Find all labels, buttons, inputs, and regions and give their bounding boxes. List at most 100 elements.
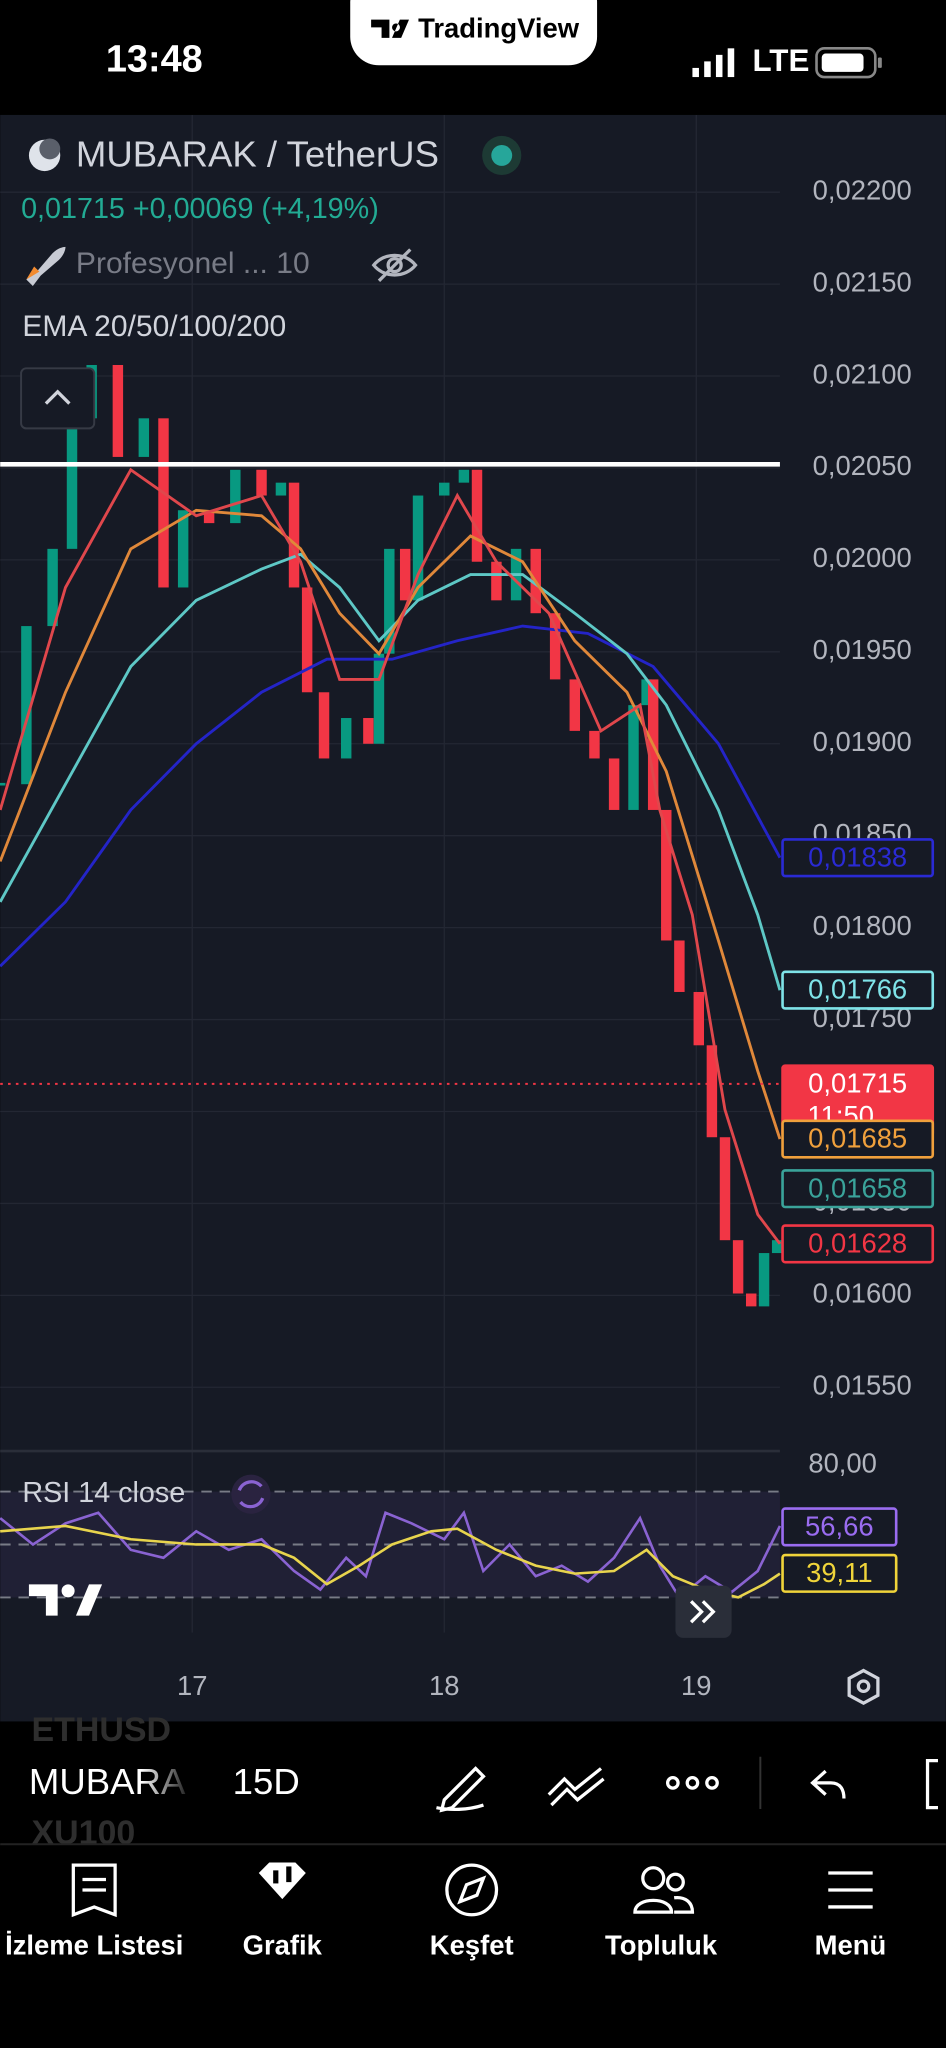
candle: [439, 482, 450, 496]
price-change: 0,01715 +0,00069 (+4,19%): [21, 193, 379, 225]
nav-label[interactable]: Topluluk: [605, 1930, 718, 1961]
battery-icon: [815, 47, 882, 79]
price-label: 0,01628: [808, 1227, 907, 1258]
indicator-name: Profesyonel ... 10: [76, 247, 310, 280]
candle: [412, 495, 424, 601]
y-tick-label: 0,01950: [813, 634, 912, 665]
nav-label[interactable]: Menü: [815, 1930, 887, 1961]
indicator-line: [0, 552, 782, 991]
candle: [641, 679, 652, 706]
candle: [158, 418, 169, 588]
nav-label[interactable]: Grafik: [243, 1930, 323, 1961]
candle: [384, 548, 395, 654]
y-tick-label: 0,01800: [813, 910, 912, 941]
tradingview-banner: TradingView: [350, 0, 598, 66]
brand: TradingView: [418, 12, 580, 43]
candle: [771, 1240, 783, 1254]
x-tick-label: 17: [177, 1670, 207, 1701]
symbol-fade: [141, 1750, 194, 1816]
fullscreen-button[interactable]: [925, 1759, 938, 1810]
indicator-line: [0, 467, 782, 1245]
price-label: 0,01658: [808, 1172, 907, 1203]
candle: [203, 510, 215, 524]
candle: [758, 1253, 770, 1307]
rsi-sync-icon[interactable]: [231, 1474, 271, 1514]
settings-icon[interactable]: [847, 1668, 880, 1706]
candle: [288, 482, 300, 588]
network: LTE: [753, 43, 810, 78]
candle: [706, 1045, 718, 1138]
symbol-header: MUBARAK / TetherUS 0,01715 +0,00069 (+4,…: [20, 133, 522, 430]
candle: [491, 561, 502, 601]
tv-logo: [28, 1584, 103, 1616]
price-label-box: [781, 1224, 935, 1264]
interval-button[interactable]: 15D: [233, 1761, 300, 1802]
candle: [719, 1137, 731, 1241]
candle: [318, 692, 330, 759]
signal-icon: [692, 48, 735, 78]
y-tick-label: 0,01600: [813, 1278, 912, 1309]
candle: [471, 469, 483, 562]
y-tick-label: 80,00: [808, 1447, 877, 1478]
y-tick-label: 0,02050: [813, 450, 912, 481]
candle: [628, 705, 639, 810]
price-label: 0,01766: [808, 974, 907, 1005]
candle: [340, 718, 352, 759]
draw-tool[interactable]: [436, 1766, 486, 1813]
more-button[interactable]: [665, 1775, 719, 1790]
x-tick-label: 18: [429, 1670, 459, 1701]
nav-community[interactable]: Topluluk: [605, 1866, 718, 1961]
y-tick-label: 0,02150: [813, 266, 912, 297]
price-label-box: [781, 1169, 935, 1209]
rocket-icon: [26, 246, 66, 287]
y-tick-label: 0,02100: [813, 358, 912, 389]
scroll-right-button[interactable]: [675, 1585, 732, 1638]
symbol-title: MUBARAK / TetherUS: [76, 133, 439, 174]
nav-label[interactable]: İzleme Listesi: [5, 1930, 183, 1961]
clock: 13:48: [106, 38, 203, 80]
candle: [112, 364, 124, 457]
price-label-box: [781, 838, 935, 878]
candle: [745, 1293, 757, 1307]
undo-button[interactable]: [810, 1769, 846, 1799]
x-tick-label: 19: [681, 1670, 711, 1701]
nav-watchlist[interactable]: İzleme Listesi: [5, 1863, 183, 1961]
price-label-box: [781, 1553, 898, 1593]
hide-icon[interactable]: [371, 248, 418, 282]
candle: [138, 418, 150, 457]
candle: [549, 613, 561, 680]
price-label-box: [781, 1119, 935, 1159]
rsi-title: RSI 14 close: [22, 1477, 185, 1509]
candle: [674, 940, 685, 992]
nav-label[interactable]: Keşfet: [430, 1930, 514, 1961]
candle: [589, 730, 600, 759]
candle: [661, 809, 672, 941]
candle: [256, 469, 267, 496]
rocket-flame: [26, 266, 40, 280]
price-label-box: [781, 970, 935, 1010]
candle: [301, 587, 313, 693]
collapse-button[interactable]: [20, 367, 96, 430]
candle: [399, 548, 411, 601]
y-tick-label: 0,01550: [813, 1370, 912, 1401]
price-label: 39,11: [806, 1557, 873, 1588]
indicator-line: [0, 624, 782, 968]
indicator-line: [0, 508, 782, 1140]
y-tick-label: 0,01900: [813, 726, 912, 757]
candle: [363, 718, 374, 744]
nav-explore[interactable]: Keşfet: [430, 1863, 514, 1961]
ema-legend: EMA 20/50/100/200: [22, 310, 286, 343]
trend-tool[interactable]: [547, 1767, 605, 1807]
nav-chart[interactable]: Grafik: [243, 1862, 323, 1961]
candle: [569, 679, 581, 731]
coin-icon-inner: [39, 138, 61, 160]
nav-menu[interactable]: Menü: [815, 1871, 887, 1961]
price-label: 0,01715: [808, 1067, 907, 1098]
price-label-box: [781, 1507, 898, 1547]
candle: [373, 653, 385, 744]
price-label: 0,01685: [808, 1123, 907, 1154]
candle: [458, 469, 470, 483]
plot: 17 18 19 0,02200 0,02150 0,02100 0,02050 0,0200…: [0, 114, 935, 1701]
